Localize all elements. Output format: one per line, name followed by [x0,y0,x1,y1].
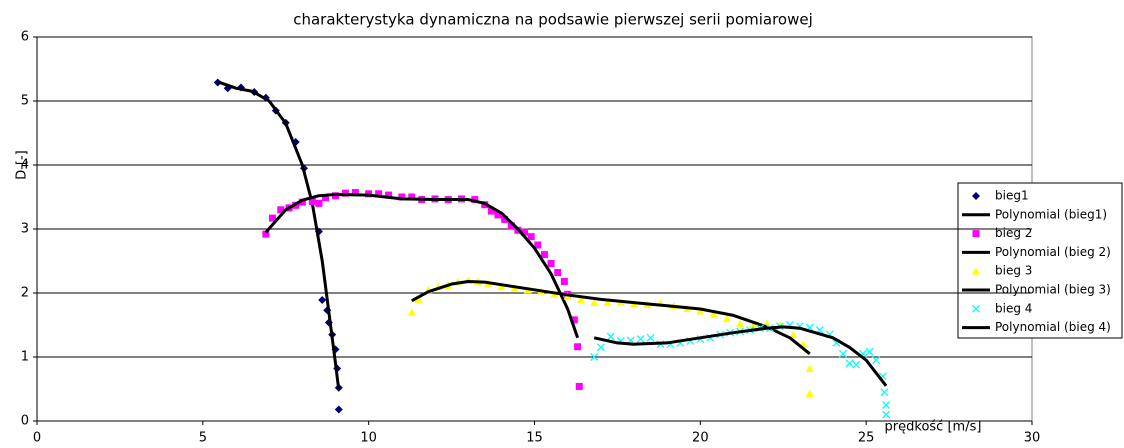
square-marker [560,277,568,285]
square-marker [315,199,323,207]
square-marker [351,189,359,197]
square-marker [574,343,582,351]
y-tick-label: 2 [21,286,29,301]
y-tick-label: 3 [21,222,29,237]
square-marker [262,230,270,238]
x-marker [606,332,615,341]
trend-line [411,279,811,355]
triangle-marker [972,267,980,275]
x-marker [596,343,605,352]
x-marker [972,304,980,313]
x-marker [882,410,891,419]
x-axis-label: prędkość [m/s] [885,420,982,435]
x-tick-label: 0 [33,431,41,446]
chart-title: charakterystyka dynamiczna na podsawie p… [293,11,813,29]
square-marker [385,191,393,199]
triangle-marker [414,295,423,303]
square-marker [554,269,562,277]
legend-text: bieg1 [995,189,1029,203]
legend [957,182,1123,339]
x-tick-label: 20 [692,431,709,446]
triangle-marker [709,309,718,317]
square-marker [507,222,515,230]
y-axis-label: D-[-] [15,150,30,180]
triangle-marker [736,319,745,328]
trend-line [264,192,580,339]
legend-text: bieg 4 [995,301,1032,315]
y-tick-label: 0 [21,414,29,429]
square-marker [487,207,495,215]
legend-text: Polynomial (bieg 4) [995,320,1111,334]
diamond-marker [334,405,343,414]
x-tick-label: 30 [1024,431,1041,446]
square-marker [308,197,316,205]
x-marker [646,333,655,342]
square-marker [547,260,555,268]
x-tick-label: 15 [526,431,543,446]
y-tick-label: 6 [21,30,29,45]
triangle-marker [749,321,758,329]
y-tick-label: 5 [21,94,29,109]
x-marker [882,401,891,409]
x-tick-label: 25 [858,431,875,446]
legend-text: Polynomial (bieg1) [995,207,1107,221]
triangle-marker [497,282,506,291]
triangle-marker [805,389,814,397]
triangle-marker [722,314,731,323]
triangle-marker [576,295,585,303]
square-marker [298,198,306,206]
square-marker [494,211,502,219]
square-marker [534,241,542,249]
y-tick-label: 1 [21,350,29,365]
legend-text: Polynomial (bieg 3) [995,283,1111,297]
x-marker [880,388,889,397]
triangle-marker [590,298,599,307]
square-marker [501,215,509,223]
trend-line [593,325,888,387]
square-marker [408,193,416,201]
legend-text: bieg 3 [995,264,1032,278]
trend-line [217,80,341,391]
square-marker [521,228,529,236]
square-marker [570,316,578,324]
triangle-marker [789,330,798,339]
x-marker [838,349,847,358]
square-marker [268,214,276,222]
square-marker [527,233,535,241]
x-tick-label: 5 [199,431,207,446]
square-marker [322,194,330,202]
diamond-marker [318,296,327,305]
square-marker [375,190,383,198]
x-marker [636,335,645,344]
x-marker [852,360,861,369]
diamond-marker [972,192,980,200]
square-marker [277,206,285,214]
triangle-marker [407,308,416,316]
square-marker [575,382,583,390]
x-marker [590,353,599,361]
square-marker [540,251,548,259]
x-marker [845,359,854,368]
triangle-marker [603,298,612,307]
triangle-marker [805,364,814,373]
x-marker [865,347,874,356]
legend-text: Polynomial (bieg 2) [995,245,1111,259]
square-marker [398,193,406,201]
square-marker [972,230,980,238]
triangle-marker [696,306,705,315]
legend-text: bieg 2 [995,226,1032,240]
y-tick-label: 4 [21,158,29,173]
x-marker [872,356,881,365]
x-tick-label: 10 [360,431,377,446]
